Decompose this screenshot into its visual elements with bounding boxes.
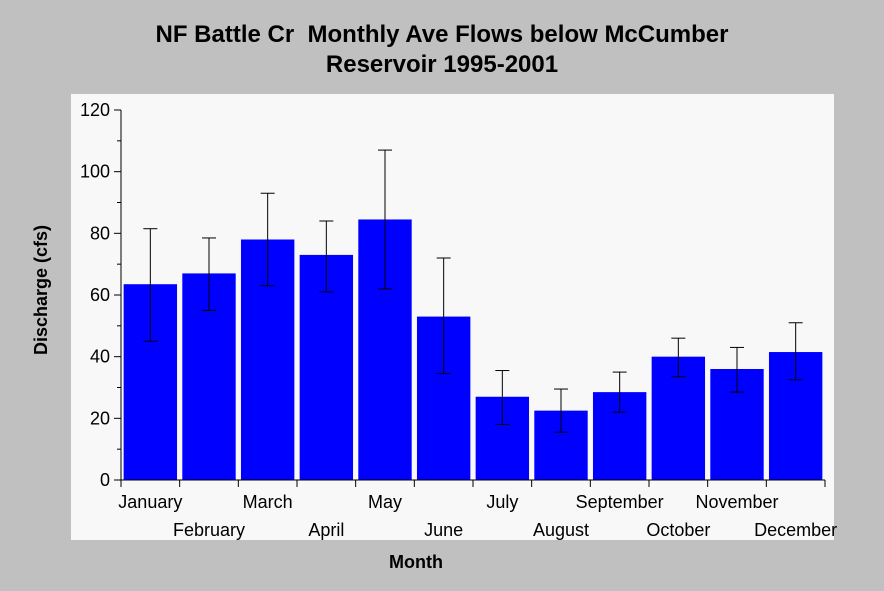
x-tick-label-may: May bbox=[368, 492, 402, 512]
x-axis: January February March April May June July Augu… bbox=[118, 479, 837, 540]
y-tick-label-40: 40 bbox=[90, 347, 110, 367]
x-tick-label-july: July bbox=[486, 492, 518, 512]
x-tick-label-march: March bbox=[243, 492, 293, 512]
bar-april bbox=[299, 254, 354, 480]
error-bars-group bbox=[143, 149, 803, 433]
y-tick-label-120: 120 bbox=[80, 100, 110, 120]
y-tick-label-60: 60 bbox=[90, 285, 110, 305]
x-tick-label-december: December bbox=[754, 520, 837, 540]
bar-october bbox=[651, 356, 706, 480]
x-tick-label-february: February bbox=[173, 520, 245, 540]
x-tick-label-january: January bbox=[118, 492, 182, 512]
chart-title: NF Battle Cr Monthly Ave Flows below McC… bbox=[0, 20, 884, 80]
bars-group bbox=[123, 219, 823, 481]
x-tick-label-june: June bbox=[424, 520, 463, 540]
chart-title-line1: NF Battle Cr Monthly Ave Flows below McC… bbox=[155, 21, 729, 48]
y-tick-label-0: 0 bbox=[100, 470, 110, 490]
x-tick-label-september: September bbox=[576, 492, 664, 512]
x-tick-label-april: April bbox=[308, 520, 344, 540]
y-tick-label-20: 20 bbox=[90, 408, 110, 428]
x-tick-label-november: November bbox=[695, 492, 778, 512]
x-axis-label: Month bbox=[389, 552, 443, 572]
y-tick-label-80: 80 bbox=[90, 223, 110, 243]
y-axis-label: Discharge (cfs) bbox=[31, 225, 51, 355]
y-tick-label-100: 100 bbox=[80, 162, 110, 182]
x-tick-label-august: August bbox=[533, 520, 589, 540]
x-tick-label-october: October bbox=[646, 520, 710, 540]
y-axis: 0 20 40 60 80 100 120 bbox=[80, 100, 122, 490]
chart-title-line2: Reservoir 1995-2001 bbox=[325, 51, 559, 78]
